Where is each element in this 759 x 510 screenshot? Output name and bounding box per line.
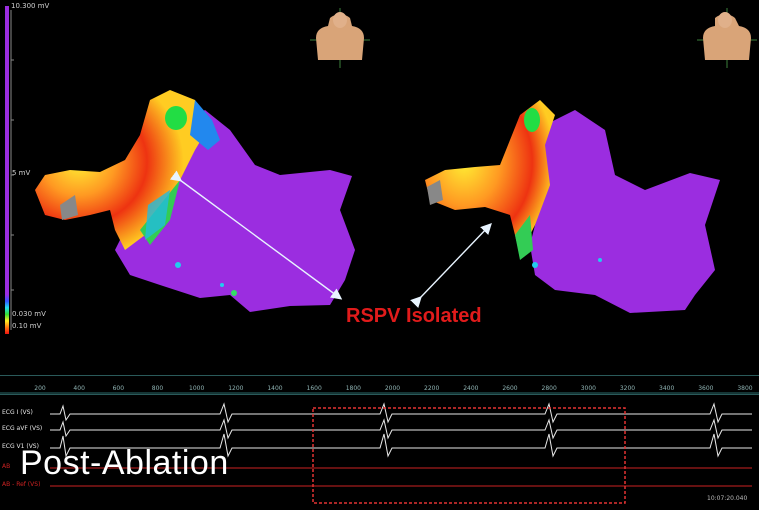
- ecg-waveforms: [0, 392, 759, 504]
- rspv-arrows: [169, 170, 492, 308]
- ruler-tick-label: 2800: [541, 385, 557, 392]
- ruler-tick-label: 800: [151, 385, 164, 392]
- ruler-tick-label: 2200: [424, 385, 440, 392]
- torso-orientation-icon[interactable]: [308, 6, 372, 70]
- ruler-tick-label: 1000: [189, 385, 205, 392]
- ruler-tick-label: 2000: [384, 385, 401, 392]
- ruler-tick-label: 3000: [580, 385, 596, 392]
- ruler-tick-label: 1800: [345, 385, 361, 392]
- rspv-isolated-annotation: RSPV Isolated: [346, 305, 482, 327]
- ruler-tick-label: 3400: [659, 385, 675, 392]
- left-atrium-map-right-view[interactable]: [415, 95, 735, 325]
- colorbar-low-label: 0.030 mV: [12, 310, 46, 318]
- channel-label: ECG I (VS): [2, 409, 33, 416]
- ecg-tracing-panel[interactable]: 200 400 600 800 1000 1200 1400 1600 1800 2000 2200…: [0, 375, 759, 510]
- ruler-tick-label: 400: [73, 385, 85, 392]
- ruler-tick-label: 1400: [267, 385, 283, 392]
- ruler-tick-label: 3800: [737, 385, 753, 392]
- ruler-tick-label: 2400: [463, 385, 479, 392]
- ruler-tick-label: 3600: [698, 385, 714, 392]
- ruler-tick-label: 3200: [619, 385, 636, 392]
- ruler-tick-label: 600: [112, 385, 125, 392]
- post-ablation-caption: Post-Ablation: [20, 444, 229, 482]
- colorbar-bottom-label: 0.10 mV: [12, 322, 42, 330]
- time-ruler: 200 400 600 800 1000 1200 1400 1600 1800 2000 2200…: [0, 376, 759, 395]
- channel-label: ECG aVF (VS): [2, 425, 43, 432]
- torso-orientation-icon[interactable]: [695, 6, 759, 70]
- channel-label: AB: [2, 463, 11, 470]
- colorbar-mid-label: 5 mV: [12, 169, 31, 177]
- ruler-tick-label: 1600: [306, 385, 322, 392]
- ruler-tick-label: 200: [34, 385, 46, 392]
- ruler-tick-label: 1200: [228, 385, 244, 392]
- colorbar-top-label: 10.300 mV: [11, 2, 50, 10]
- channel-label: ECG V1 (VS): [2, 443, 39, 450]
- timestamp: 10:07:20.040: [707, 495, 748, 502]
- channel-label: AB - Ref (VS): [2, 481, 41, 488]
- ruler-tick-label: 2600: [502, 385, 518, 392]
- voltage-color-scale: [5, 6, 14, 334]
